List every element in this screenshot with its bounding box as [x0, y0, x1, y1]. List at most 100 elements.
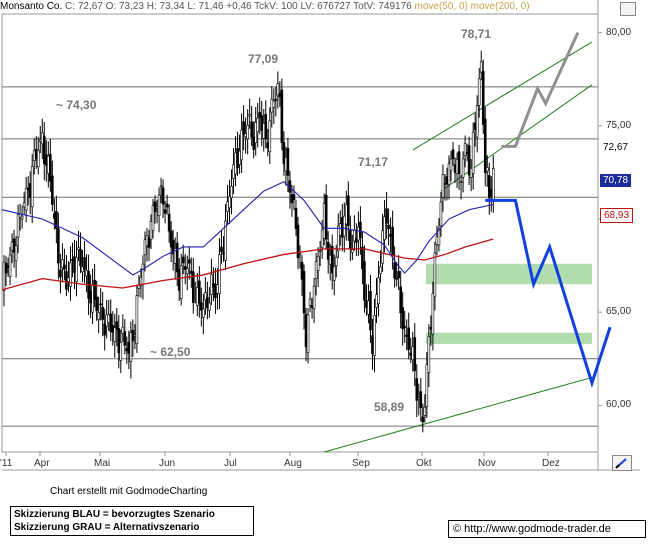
candle-body [407, 327, 411, 350]
candle-body [73, 256, 76, 273]
candle-body [266, 142, 270, 149]
candle-body [479, 61, 483, 73]
candle-body [240, 129, 243, 161]
candle-body [193, 295, 197, 298]
candle-body [286, 147, 290, 176]
candle-body [415, 378, 419, 401]
x-tick-label: Jun [159, 458, 176, 469]
candle-body [260, 115, 264, 131]
candle-body [256, 117, 260, 133]
candle-body [280, 89, 284, 143]
candle-body [30, 166, 34, 208]
candle-body [67, 277, 70, 282]
candle-body [379, 266, 382, 275]
candle-body [224, 220, 227, 261]
candle-body [342, 215, 346, 237]
candle-body [16, 214, 20, 238]
candle-body [2, 261, 6, 291]
candle-body [447, 163, 451, 186]
candle-body [413, 337, 417, 372]
support-zone [426, 332, 592, 344]
candle-body [214, 283, 217, 299]
candle-body [409, 352, 413, 356]
candle-body [161, 187, 165, 205]
level-annotation: 78,71 [461, 27, 492, 41]
candle-body [347, 195, 350, 227]
candle-body [324, 194, 328, 240]
x-tick-label: Okt [416, 458, 432, 469]
candle-body [264, 114, 268, 140]
candle-body [42, 136, 46, 164]
candle-body [97, 312, 100, 320]
candle-body [359, 221, 362, 239]
candle-body [411, 346, 415, 360]
candle-body [109, 313, 113, 332]
candle-body [83, 257, 86, 270]
x-tick-label: Jul [224, 458, 237, 469]
candle-body [8, 254, 12, 277]
candle-body [332, 266, 336, 281]
candle-body [115, 321, 119, 330]
scenario-legend: Skizzierung BLAU = bevorzugtes Szenario … [10, 506, 254, 536]
candle-body [51, 175, 54, 205]
candle-body [262, 123, 266, 139]
candle-body [367, 300, 370, 315]
candle-body [485, 167, 489, 172]
candle-body [328, 255, 332, 265]
candle-body [449, 158, 453, 171]
candle-body [320, 229, 324, 248]
candle-body [336, 225, 340, 252]
candle-body [141, 263, 145, 285]
candle-body [71, 259, 74, 262]
candle-body [171, 239, 175, 255]
candle-body [34, 149, 38, 160]
chart-menu-button[interactable] [620, 2, 636, 16]
candle-body [208, 302, 211, 311]
candle-body [365, 300, 368, 308]
candle-body [290, 194, 294, 204]
candle-body [85, 270, 88, 277]
x-tick-label: Aug [284, 458, 302, 469]
candle-body [373, 315, 376, 356]
candle-body [423, 406, 427, 416]
candle-body [196, 287, 199, 306]
last-price-tag: 72,67 [600, 141, 632, 154]
candle-body [57, 228, 60, 264]
candle-body [183, 266, 187, 270]
candle-body [451, 149, 455, 160]
candle-body [292, 194, 296, 200]
candle-body [169, 230, 173, 248]
draw-tool-icon [615, 458, 627, 469]
candle-body [322, 203, 326, 239]
candle-body [121, 326, 125, 334]
candle-body [14, 245, 18, 262]
y-tick-label: 60,00 [606, 399, 632, 411]
candle-body [26, 187, 30, 191]
candle-body [284, 157, 288, 172]
y-tick-label: 75,00 [606, 119, 632, 131]
candle-body [435, 236, 439, 245]
candle-body [298, 252, 302, 255]
candle-body [274, 98, 278, 101]
candle-body [22, 202, 26, 208]
chart-tool-button[interactable] [612, 455, 632, 471]
candle-body [429, 327, 433, 330]
candle-body [61, 259, 64, 269]
candle-body [314, 261, 318, 280]
candle-body [75, 257, 78, 282]
source-link[interactable]: © http://www.godmode-trader.de [448, 520, 646, 538]
candle-body [427, 336, 431, 373]
candle-body [113, 327, 117, 342]
candle-body [487, 175, 491, 199]
candle-body [159, 185, 163, 188]
candle-body [165, 203, 169, 208]
candle-body [437, 228, 441, 246]
candle-body [12, 238, 16, 253]
candle-body [455, 159, 459, 175]
candle-body [36, 149, 40, 168]
candle-body [77, 247, 80, 250]
x-tick-label: Dez [542, 458, 560, 469]
candle-body [220, 246, 223, 252]
candle-body [399, 286, 402, 314]
